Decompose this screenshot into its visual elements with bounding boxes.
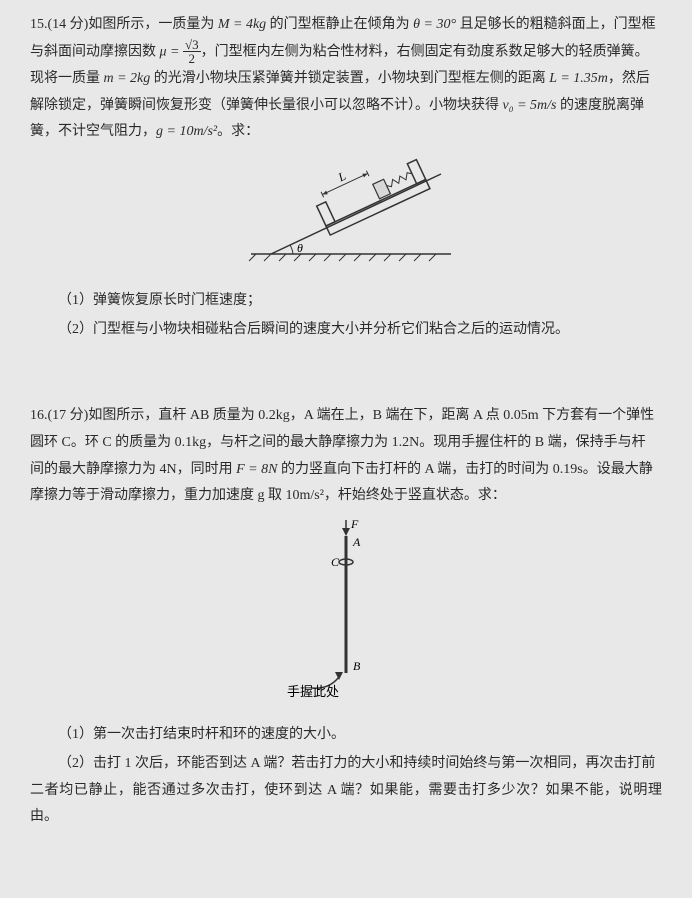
- v: M = 4kg: [218, 17, 266, 32]
- t: 的力竖直向下击打杆的 A 端，击打的时间为 0.19s。设最大静: [277, 462, 652, 477]
- theta-label: θ: [297, 241, 303, 255]
- F-label: F: [350, 518, 359, 531]
- p15-points: (14 分): [48, 17, 89, 32]
- C-label: C: [331, 555, 340, 569]
- v: v₀ = 5m/s: [503, 98, 557, 113]
- fraction: √32: [183, 38, 201, 65]
- t: 如图所示，一质量为: [88, 17, 218, 32]
- t: ，然后: [608, 71, 650, 86]
- p15-line4: 解除锁定，弹簧瞬间恢复形变（弹簧伸长量很小可以忽略不计）。小物块获得 v₀ = …: [30, 93, 662, 120]
- p16-line4: 摩擦力等于滑动摩擦力，重力加速度 g 取 10m/s²，杆始终处于竖直状态。求：: [30, 483, 662, 510]
- p16-line3: 间的最大静摩擦力为 4N，同时用 F = 8N 的力竖直向下击打杆的 A 端，击…: [30, 457, 662, 484]
- v: θ = 30°: [413, 17, 456, 32]
- p16-line2: 圆环 C。环 C 的质量为 0.1kg，与杆之间的最大静摩擦力为 1.2N。现用…: [30, 430, 662, 457]
- p15-q1: （1）弹簧恢复原长时门框速度；: [30, 288, 662, 315]
- p15-num: 15.: [30, 17, 48, 32]
- p15-q2: （2）门型框与小物块相碰粘合后瞬间的速度大小并分析它们粘合之后的运动情况。: [30, 317, 662, 344]
- t: 。求：: [217, 124, 259, 139]
- v: g = 10m/s²: [156, 124, 217, 139]
- A-label: A: [352, 535, 361, 549]
- frac-den: 2: [183, 52, 201, 65]
- p15-line1: 15.(14 分)如图所示，一质量为 M = 4kg 的门型框静止在倾角为 θ …: [30, 12, 662, 39]
- p15-figure: θ L: [30, 154, 662, 275]
- v: F = 8N: [236, 462, 277, 477]
- p15-line5: 簧，不计空气阻力，g = 10m/s²。求：: [30, 119, 662, 146]
- v: m = 2kg: [104, 71, 151, 86]
- t: 现将一质量: [30, 71, 104, 86]
- t: 间的最大静摩擦力为 4N，同时用: [30, 462, 236, 477]
- problem-16: 16.(17 分)如图所示，直杆 AB 质量为 0.2kg，A 端在上，B 端在…: [30, 403, 662, 830]
- p16-q1: （1）第一次击打结束时杆和环的速度的大小。: [30, 722, 662, 749]
- frac-num: √3: [183, 38, 201, 52]
- L-label: L: [335, 168, 348, 184]
- sqrt3: 3: [192, 37, 199, 52]
- p16-figure: A B C F 手握此处: [30, 518, 662, 709]
- v: μ =: [160, 44, 183, 59]
- p16-num: 16.: [30, 408, 48, 423]
- p16-points: (17 分): [48, 408, 89, 423]
- p16-q2b: 二者均已静止，能否通过多次击打，使环到达 A 端？如果能，需要击打多少次？如果不…: [30, 778, 662, 831]
- p16-line1: 16.(17 分)如图所示，直杆 AB 质量为 0.2kg，A 端在上，B 端在…: [30, 403, 662, 430]
- rod-diagram: A B C F 手握此处: [281, 518, 411, 698]
- t: 解除锁定，弹簧瞬间恢复形变（弹簧伸长量很小可以忽略不计）。小物块获得: [30, 98, 503, 113]
- t: 且足够长的粗糙斜面上，门型框: [456, 17, 656, 32]
- t: 如图所示，直杆 AB 质量为 0.2kg，A 端在上，B 端在下，距离 A 点 …: [88, 408, 654, 423]
- p16-q2a: （2）击打 1 次后，环能否到达 A 端？若击打力的大小和持续时间始终与第一次相…: [30, 751, 662, 778]
- t: 与斜面间动摩擦因数: [30, 44, 160, 59]
- t: 的门型框静止在倾角为: [266, 17, 413, 32]
- t: ，门型框内左侧为粘合性材料，右侧固定有劲度系数足够大的轻质弹簧。: [201, 44, 649, 59]
- v: L = 1.35m: [549, 71, 608, 86]
- problem-15: 15.(14 分)如图所示，一质量为 M = 4kg 的门型框静止在倾角为 θ …: [30, 12, 662, 343]
- t: 簧，不计空气阻力，: [30, 124, 156, 139]
- p15-line2: 与斜面间动摩擦因数 μ = √32，门型框内左侧为粘合性材料，右侧固定有劲度系数…: [30, 39, 662, 66]
- B-label: B: [353, 659, 361, 673]
- t: 的光滑小物块压紧弹簧并锁定装置，小物块到门型框左侧的距离: [150, 71, 549, 86]
- t: 的速度脱离弹: [556, 98, 644, 113]
- hand-label: 手握此处: [287, 684, 339, 698]
- incline-diagram: θ L: [231, 154, 461, 264]
- p15-line3: 现将一质量 m = 2kg 的光滑小物块压紧弹簧并锁定装置，小物块到门型框左侧的…: [30, 66, 662, 93]
